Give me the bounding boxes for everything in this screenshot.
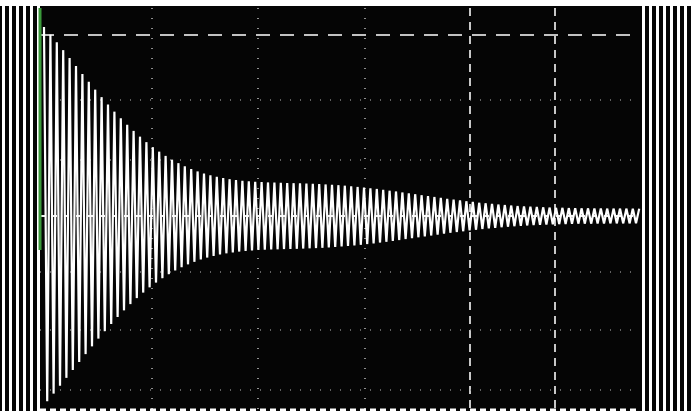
trace-stripe [16, 6, 19, 411]
page: {} (() => { const ns = 'http://www.w3.or… [0, 0, 694, 415]
oscilloscope-screen [0, 0, 694, 415]
trace-stripe [649, 6, 652, 411]
trace-stripe [9, 6, 12, 411]
trace-stripe [30, 6, 33, 411]
trace-stripe [656, 6, 659, 411]
trace-stripe [677, 6, 680, 411]
trace-stripe [670, 6, 673, 411]
trace-stripe [663, 6, 666, 411]
trace-stripe [2, 6, 5, 411]
trace-stripe [23, 6, 26, 411]
trace-stripe [684, 6, 687, 411]
trace-stripe [642, 6, 645, 411]
